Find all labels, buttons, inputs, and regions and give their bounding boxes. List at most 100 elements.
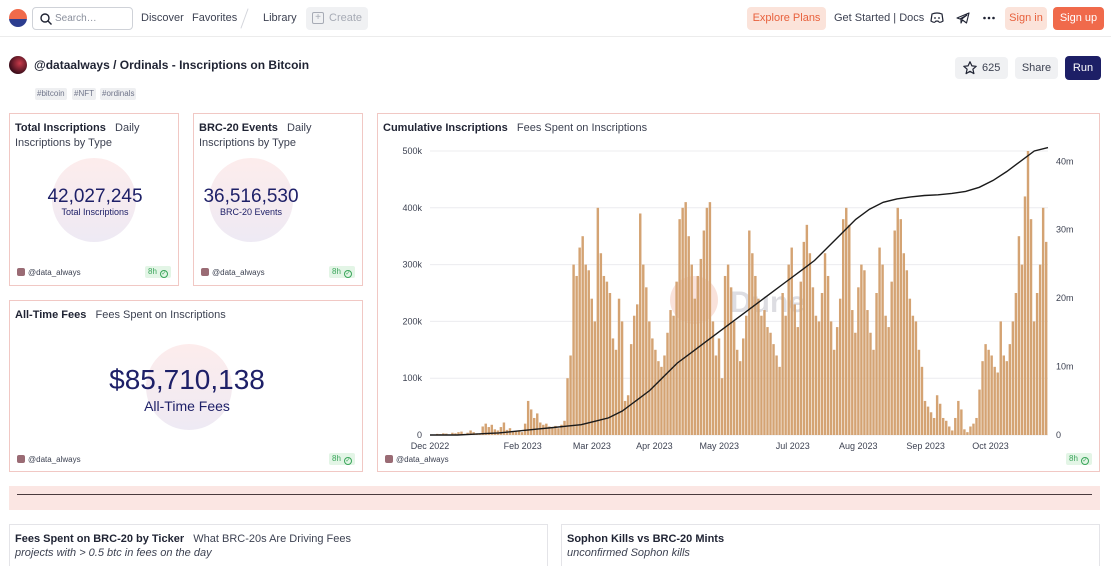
nav-favorites-link[interactable]: Favorites (192, 12, 238, 24)
bar (590, 298, 593, 435)
search-box[interactable]: Search… (32, 7, 133, 30)
y-left-tick-label: 100k (402, 373, 422, 383)
search-icon (40, 13, 52, 25)
y-right-tick-label: 20m (1056, 293, 1074, 303)
bar (948, 426, 951, 435)
author-name[interactable]: @data_always (212, 268, 265, 277)
bar (714, 355, 718, 435)
bar (717, 338, 721, 435)
bar (605, 281, 609, 435)
bar (848, 224, 851, 435)
cumulative-inscriptions-chart[interactable]: Dune0100k200k300k400k500k010m20m30m40mDe… (378, 138, 1099, 456)
bar (875, 293, 878, 435)
nav-library-link[interactable]: Library (263, 12, 297, 24)
bar (926, 406, 930, 435)
get-started-docs-link[interactable]: Get Started | Docs (834, 12, 925, 24)
explore-plans-button[interactable]: Explore Plans (747, 7, 826, 30)
create-button[interactable]: + Create (306, 7, 368, 30)
author-avatar[interactable] (9, 56, 27, 74)
top-navigation: Search… Discover Favorites Library + Cre… (0, 0, 1111, 37)
bar (829, 321, 833, 435)
bar (990, 355, 993, 435)
bar (951, 430, 954, 435)
bar (902, 253, 906, 435)
cumulative-line (430, 146, 1049, 436)
bar (639, 213, 642, 435)
bar (890, 281, 893, 435)
bar (838, 298, 842, 435)
bar (766, 327, 769, 435)
bar (966, 432, 969, 435)
bar (696, 275, 700, 435)
share-button[interactable]: Share (1015, 57, 1058, 79)
bar (960, 409, 963, 435)
tag-nft[interactable]: #NFT (72, 88, 96, 100)
bar (739, 361, 742, 435)
bar (1023, 196, 1027, 435)
bar (842, 219, 845, 435)
bar (648, 321, 651, 435)
bar (911, 315, 915, 435)
bar (796, 327, 799, 435)
author-avatar-small[interactable] (17, 268, 25, 276)
bar (642, 264, 645, 435)
bar (705, 207, 709, 435)
sign-in-button[interactable]: Sign in (1005, 7, 1047, 30)
bar (757, 298, 760, 435)
discord-icon[interactable] (929, 10, 945, 26)
all-time-fees-panel: All-Time Fees Fees Spent on Inscriptions… (9, 300, 363, 472)
search-placeholder: Search… (55, 13, 97, 24)
counter-backdrop (146, 344, 232, 430)
total-inscriptions-panel: Total Inscriptions Daily Inscriptions by… (9, 113, 179, 286)
bar (566, 378, 569, 435)
author-name[interactable]: @data_always (28, 268, 81, 277)
author-name[interactable]: @data_always (396, 455, 449, 464)
bar (493, 429, 497, 435)
bar (711, 321, 715, 435)
bar (817, 321, 821, 435)
tag-bitcoin[interactable]: #bitcoin (35, 88, 67, 100)
bar (587, 270, 590, 435)
author-avatar-small[interactable] (385, 455, 393, 463)
bar (945, 420, 948, 435)
bar (835, 327, 839, 435)
bar (1005, 361, 1009, 435)
bar (854, 332, 857, 435)
panel-title-main: All-Time Fees (15, 309, 87, 321)
telegram-icon[interactable] (955, 10, 971, 26)
tag-ordinals[interactable]: #ordinals (100, 88, 137, 100)
all-time-fees-value: $85,710,138 (109, 364, 265, 395)
bar (645, 287, 648, 435)
panel-title: Cumulative Inscriptions Fees Spent on In… (383, 121, 647, 136)
all-time-fees-label: All-Time Fees (144, 398, 230, 414)
bar (742, 338, 745, 435)
sign-up-button[interactable]: Sign up (1053, 7, 1104, 30)
nav-discover-link[interactable]: Discover (141, 12, 184, 24)
bar (769, 332, 772, 435)
bar (560, 424, 563, 435)
refresh-age: 8h (1069, 454, 1078, 463)
bar (514, 431, 518, 435)
bar (884, 315, 887, 435)
run-button[interactable]: Run (1065, 56, 1101, 80)
y-left-tick-label: 300k (402, 260, 422, 270)
panel-note: unconfirmed Sophon kills (567, 547, 690, 559)
bar (469, 430, 472, 435)
author-name[interactable]: @data_always (28, 455, 81, 464)
bar (442, 433, 445, 435)
check-circle-icon: ✓ (343, 270, 352, 278)
x-tick-label: May 2023 (699, 441, 739, 451)
more-options-icon[interactable] (981, 10, 997, 26)
bar (920, 366, 924, 435)
bar (932, 417, 936, 435)
bar (490, 424, 494, 435)
author-avatar-small[interactable] (17, 455, 25, 463)
star-button[interactable]: 625 (955, 57, 1008, 79)
bar (963, 429, 966, 435)
dune-logo[interactable] (9, 9, 27, 27)
bar (1014, 293, 1018, 435)
x-tick-label: Apr 2023 (636, 441, 673, 451)
author-avatar-small[interactable] (201, 268, 209, 276)
y-left-tick-label: 200k (402, 316, 422, 326)
bar (760, 315, 763, 435)
